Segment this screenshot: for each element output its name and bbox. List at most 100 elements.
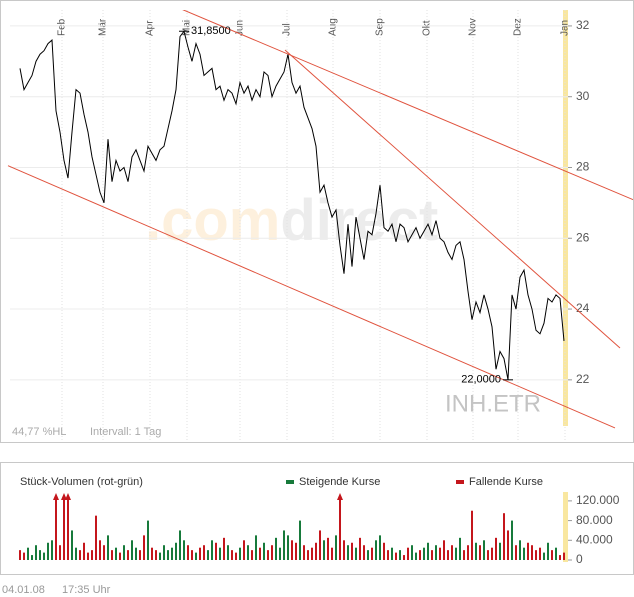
x-tick-label: Mär [98, 18, 109, 36]
volume-bar [439, 547, 441, 560]
volume-bar [139, 550, 141, 560]
today-band [563, 492, 568, 562]
volume-bar [399, 550, 401, 560]
volume-bar [455, 547, 457, 560]
volume-bar [431, 550, 433, 560]
volume-bar [423, 547, 425, 560]
annotation-label: 31,8500 [191, 25, 231, 37]
note: 44,77 %HL [12, 426, 66, 438]
price-line [19, 30, 565, 380]
volume-bar [131, 540, 133, 560]
volume-bar [35, 545, 37, 560]
volume-bar [535, 550, 537, 560]
volume-bar [179, 530, 181, 560]
overflow-arrow [65, 493, 71, 500]
volume-bar [111, 550, 113, 560]
volume-bar [311, 547, 313, 560]
volume-bar [323, 540, 325, 560]
volume-bar [551, 550, 553, 560]
volume-bar [291, 540, 293, 560]
y-tick-label: 40.000 [576, 532, 613, 546]
volume-bar [471, 510, 473, 560]
watermark: .comdirect [145, 188, 438, 253]
legend-swatch [456, 480, 464, 484]
overflow-arrow [337, 493, 343, 500]
footer-date: 04.01.08 [2, 584, 45, 596]
volume-bar [391, 547, 393, 560]
volume-bar [507, 530, 509, 560]
volume-bar [167, 550, 169, 560]
volume-bar [343, 540, 345, 560]
volume-bar [387, 550, 389, 560]
volume-bar [31, 555, 33, 560]
volume-bar [531, 545, 533, 560]
volume-bar [511, 520, 513, 560]
volume-bar [451, 545, 453, 560]
x-tick-label: Apr [145, 20, 156, 36]
watermark-part: .com [145, 188, 280, 253]
volume-bar [563, 552, 565, 560]
volume-bar [275, 537, 277, 560]
volume-bar [79, 550, 81, 560]
volume-bar [231, 550, 233, 560]
volume-bar [483, 540, 485, 560]
volume-bar [435, 545, 437, 560]
volume-bar [427, 542, 429, 560]
volume-bar [63, 500, 65, 560]
volume-bar [223, 537, 225, 560]
volume-title: Stück-Volumen (rot-grün) [20, 476, 143, 488]
volume-bar [415, 552, 417, 560]
volume-bar [251, 550, 253, 560]
x-tick-label: Okt [422, 20, 433, 36]
volume-bar [519, 540, 521, 560]
volume-bar [339, 500, 341, 560]
volume-bar [267, 550, 269, 560]
volume-bar [375, 540, 377, 560]
volume-bar [163, 545, 165, 560]
y-tick-label: 0 [576, 552, 583, 566]
volume-bar [383, 542, 385, 560]
volume-bar [367, 550, 369, 560]
volume-bar [543, 552, 545, 560]
volume-bar [83, 542, 85, 560]
volume-bar [115, 547, 117, 560]
volume-bar [255, 535, 257, 560]
volume-bar [195, 552, 197, 560]
volume-bar [411, 545, 413, 560]
volume-bar [555, 547, 557, 560]
volume-bar [135, 547, 137, 560]
annotation-label: 22,0000 [461, 374, 501, 386]
volume-bar [443, 540, 445, 560]
volume-bar [299, 520, 301, 560]
volume-bar [479, 545, 481, 560]
volume-bar [335, 535, 337, 560]
volume-bar [199, 547, 201, 560]
volume-bar [539, 547, 541, 560]
volume-bar [183, 540, 185, 560]
trendline [182, 10, 633, 201]
volume-bar [103, 545, 105, 560]
volume-bar [379, 535, 381, 560]
watermark-part: direct [280, 188, 438, 253]
volume-bar [175, 542, 177, 560]
volume-bar [155, 550, 157, 560]
volume-bar [287, 535, 289, 560]
volume-bar [263, 542, 265, 560]
volume-bar [215, 542, 217, 560]
volume-bar [463, 550, 465, 560]
trendline [7, 165, 616, 429]
x-tick-label: Aug [328, 18, 339, 36]
volume-bar [227, 545, 229, 560]
y-tick-label: 26 [576, 230, 590, 244]
volume-bar [187, 545, 189, 560]
x-tick-label: Feb [57, 18, 68, 36]
volume-bar [315, 542, 317, 560]
volume-bar [207, 550, 209, 560]
volume-bar [351, 542, 353, 560]
volume-bar [515, 545, 517, 560]
y-tick-label: 30 [576, 89, 590, 103]
volume-bar [259, 547, 261, 560]
volume-bar [123, 545, 125, 560]
volume-bar [127, 550, 129, 560]
